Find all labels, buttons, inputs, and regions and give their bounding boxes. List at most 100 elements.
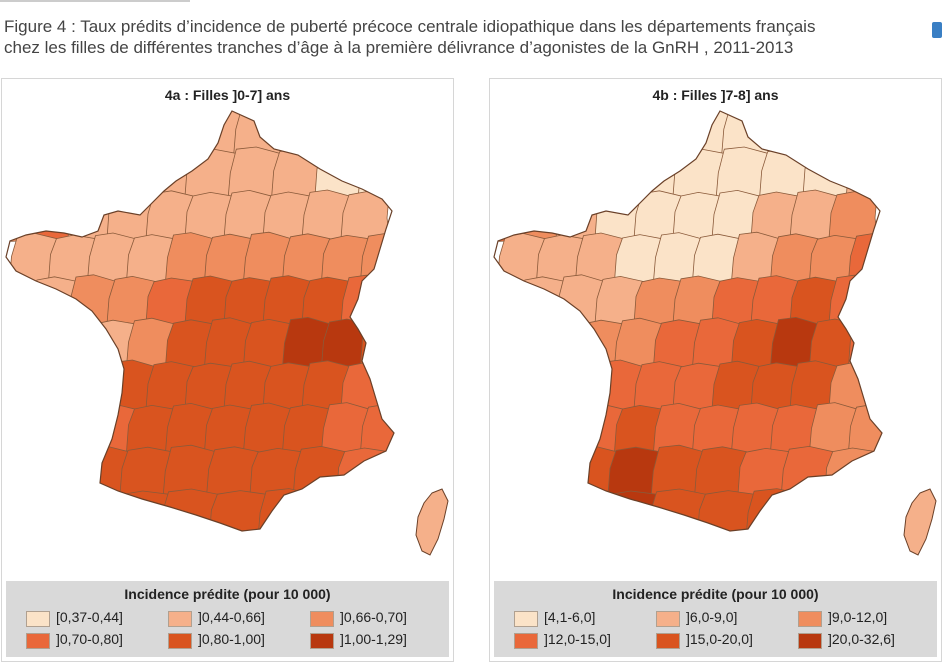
department-region <box>111 490 172 531</box>
department-region <box>843 487 882 531</box>
legend-swatch <box>798 633 822 649</box>
legend-label: ]1,00-1,29] <box>340 631 407 647</box>
department-region <box>516 276 567 328</box>
france-map-4a <box>5 110 449 556</box>
department-region <box>526 111 586 158</box>
department-region <box>355 487 394 531</box>
legend-swatch <box>514 611 538 627</box>
corsica-region <box>903 488 937 556</box>
legend-swatch <box>168 611 192 627</box>
department-region <box>696 490 757 531</box>
department-region <box>28 359 79 414</box>
departments-group <box>6 111 394 531</box>
legend-label: ]6,0-9,0] <box>686 609 738 625</box>
caption-line-2: chez les filles de différentes tranches … <box>4 38 794 57</box>
department-region <box>494 361 528 412</box>
france-map-4b <box>493 110 937 556</box>
map-panel-4a: 4a : Filles ]0-7] ans Incidence prédite … <box>1 78 454 662</box>
department-region <box>6 361 40 412</box>
legend-swatch <box>168 633 192 649</box>
figure-caption: Figure 4 : Taux prédits d’incidence de p… <box>4 16 904 58</box>
corsica-region <box>415 488 449 556</box>
legend-title-4a: Incidence prédite (pour 10 000) <box>124 586 331 602</box>
legend-label: ]12,0-15,0] <box>544 631 611 647</box>
department-region <box>9 403 59 456</box>
department-region <box>542 147 597 201</box>
department-region <box>87 111 147 156</box>
department-region <box>516 359 567 414</box>
department-region <box>257 488 318 531</box>
department-region <box>770 111 830 157</box>
legend-title-4b: Incidence prédite (pour 10 000) <box>612 586 819 602</box>
department-region <box>28 276 79 328</box>
caption-line-1: Figure 4 : Taux prédits d’incidence de p… <box>4 17 816 36</box>
legend-swatch <box>656 633 680 649</box>
department-region <box>555 361 606 413</box>
legend-swatch <box>514 633 538 649</box>
legend-label: ]15,0-20,0] <box>686 631 753 647</box>
department-region <box>848 320 882 369</box>
department-region <box>848 403 882 456</box>
department-region <box>585 148 641 199</box>
map-title-4a: 4a : Filles ]0-7] ans <box>164 87 291 103</box>
legend-label: ]9,0-12,0] <box>828 609 888 625</box>
department-region <box>497 320 547 369</box>
department-region <box>282 111 342 157</box>
department-region <box>97 148 153 199</box>
department-region <box>648 488 708 531</box>
department-region <box>599 490 660 531</box>
france-outline <box>5 110 395 532</box>
department-region <box>11 149 66 199</box>
legend-label: [4,1-6,0] <box>544 609 596 625</box>
department-region <box>48 318 98 371</box>
department-region <box>6 111 50 159</box>
department-region <box>536 405 586 454</box>
department-region <box>494 111 538 159</box>
top-divider <box>0 0 190 2</box>
department-region <box>520 447 576 498</box>
legend-4b: Incidence prédite (pour 10 000) [4,1-6,0… <box>494 581 937 657</box>
department-region <box>360 320 394 369</box>
department-region <box>499 149 554 199</box>
department-region <box>848 232 882 286</box>
department-region <box>794 489 855 531</box>
department-region <box>208 490 269 531</box>
legend-swatch <box>798 611 822 627</box>
department-region <box>62 488 123 531</box>
department-region <box>54 147 109 201</box>
legend-swatch <box>656 611 680 627</box>
print-icon[interactable] <box>932 22 942 38</box>
department-region <box>623 111 684 158</box>
department-region <box>330 111 391 159</box>
legend-swatch <box>26 611 50 627</box>
department-region <box>497 403 547 456</box>
legend-label: ]0,44-0,66] <box>198 609 265 625</box>
department-region <box>6 274 40 329</box>
department-region <box>160 488 220 531</box>
department-region <box>494 274 528 329</box>
legend-label: ]0,66-0,70] <box>340 609 407 625</box>
department-region <box>494 445 532 499</box>
legend-4a: Incidence prédite (pour 10 000) [0,37-0,… <box>6 581 449 657</box>
legend-label: ]0,80-1,00] <box>198 631 265 647</box>
department-region <box>9 320 59 369</box>
legend-swatch <box>310 633 334 649</box>
department-region <box>536 318 586 371</box>
department-region <box>550 488 611 531</box>
map-title-4b: 4b : Filles ]7-8] ans <box>652 87 779 103</box>
department-region <box>745 488 806 531</box>
department-region <box>501 487 562 531</box>
department-region <box>360 232 394 286</box>
department-region <box>38 111 98 158</box>
department-region <box>360 403 394 456</box>
department-region <box>135 111 196 158</box>
legend-label: ]0,70-0,80] <box>56 631 123 647</box>
legend-swatch <box>310 611 334 627</box>
departments-group <box>494 111 882 531</box>
department-region <box>575 111 635 156</box>
map-panel-4b: 4b : Filles ]7-8] ans Incidence prédite … <box>489 78 942 662</box>
france-outline <box>493 110 883 532</box>
department-region <box>306 489 367 531</box>
legend-label: [0,37-0,44] <box>56 609 123 625</box>
department-region <box>67 361 118 413</box>
